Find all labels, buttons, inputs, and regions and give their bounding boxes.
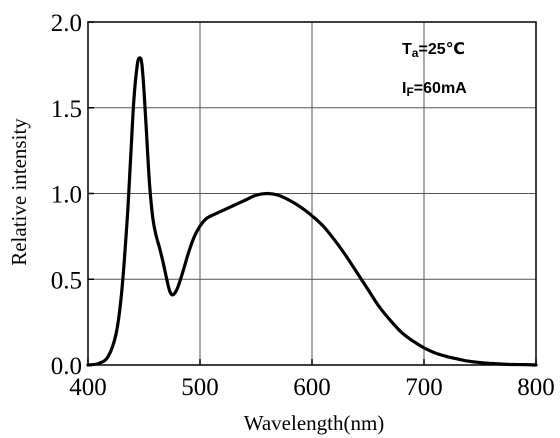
- x-tick-label: 700: [405, 374, 443, 401]
- y-axis-title: Relative intensity: [7, 118, 31, 266]
- y-tick-label: 0.5: [51, 267, 82, 294]
- x-tick-label: 500: [181, 374, 219, 401]
- x-axis-title: Wavelength(nm): [244, 411, 385, 435]
- y-tick-label: 0.0: [51, 353, 82, 380]
- series-layer: [86, 56, 538, 367]
- tick-labels: 400 500 600 700 800 0.0 0.5 1.0 1.5 2.0: [51, 10, 555, 401]
- x-tick-label: 800: [517, 374, 555, 401]
- forward-current-note: IF=60mA: [402, 80, 467, 99]
- y-tick-label: 1.5: [51, 96, 82, 123]
- x-tick-label: 600: [293, 374, 331, 401]
- ambient-temperature-note: Ta=25℃: [402, 41, 465, 60]
- y-tick-label: 2.0: [51, 10, 82, 37]
- x-tick-label: 400: [69, 374, 107, 401]
- grid-lines: [88, 22, 536, 365]
- y-tick-label: 1.0: [51, 182, 82, 209]
- spectrum-line: [86, 56, 538, 367]
